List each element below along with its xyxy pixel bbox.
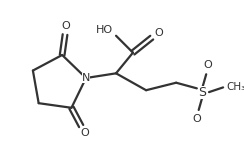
Text: O: O [154,28,163,38]
Text: O: O [81,128,90,139]
Text: N: N [82,73,90,83]
Text: S: S [198,86,206,99]
Text: O: O [204,60,213,70]
Text: O: O [193,114,201,124]
Text: O: O [62,21,71,31]
Text: HO: HO [96,25,113,35]
Text: CH₃: CH₃ [227,82,244,92]
